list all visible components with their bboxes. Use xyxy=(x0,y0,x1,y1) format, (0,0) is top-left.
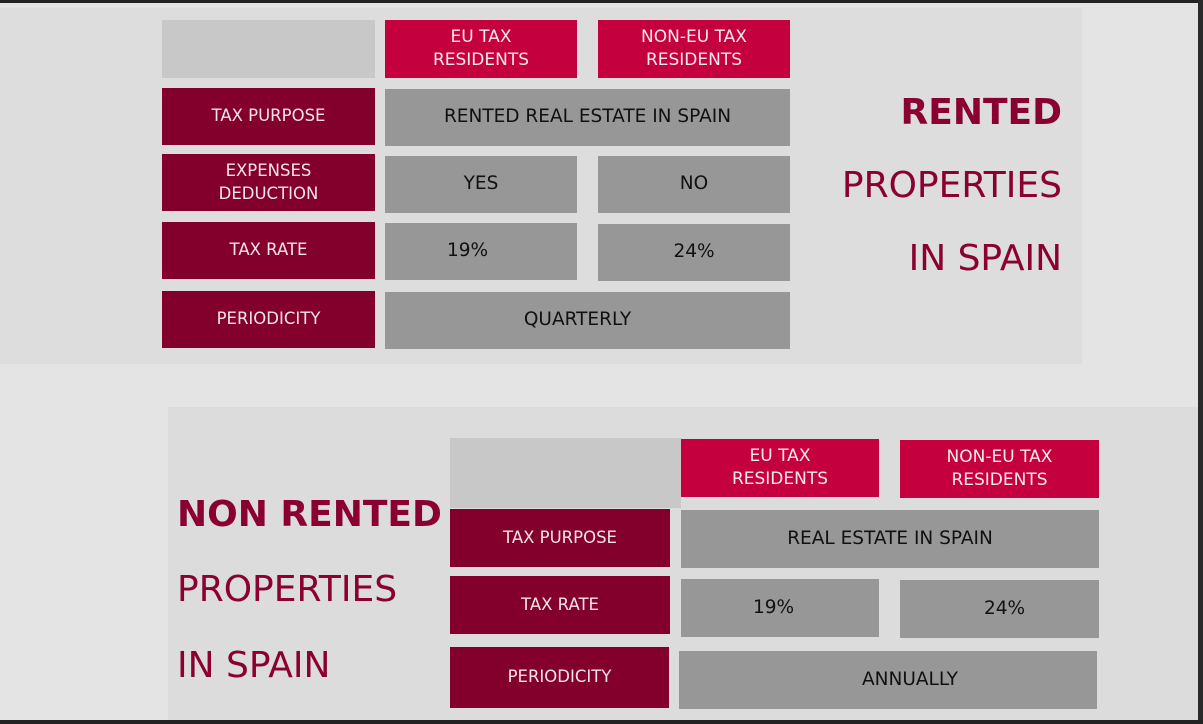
row-header-periodicity: PERIODICITY xyxy=(162,291,375,348)
tax-rate-eu-value: 19% xyxy=(385,223,577,280)
row-header-tax-purpose: TAX PURPOSE xyxy=(450,509,670,567)
tax-purpose-value: REAL ESTATE IN SPAIN xyxy=(681,510,1099,568)
bottom-border xyxy=(0,720,1203,724)
title-line-3: IN SPAIN xyxy=(908,238,1062,279)
column-header-eu: EU TAX RESIDENTS xyxy=(385,20,577,78)
title-line-3: IN SPAIN xyxy=(177,645,331,686)
periodicity-value: ANNUALLY xyxy=(679,651,1097,709)
tax-rate-non-eu-value: 24% xyxy=(900,580,1099,638)
tax-rate-non-eu-value: 24% xyxy=(598,224,790,281)
expenses-deduction-eu-value: YES xyxy=(385,156,577,213)
table-corner xyxy=(450,438,681,508)
tax-purpose-value: RENTED REAL ESTATE IN SPAIN xyxy=(385,89,790,146)
title-line-1: RENTED xyxy=(900,92,1062,133)
tax-rate-eu-value: 19% xyxy=(681,579,879,637)
row-header-tax-purpose: TAX PURPOSE xyxy=(162,88,375,145)
row-header-tax-rate: TAX RATE xyxy=(162,222,375,279)
title-line-1: NON RENTED xyxy=(177,494,442,535)
row-header-expenses-deduction: EXPENSES DEDUCTION xyxy=(162,154,375,211)
table-corner xyxy=(162,20,375,78)
right-border xyxy=(1198,0,1203,724)
periodicity-value: QUARTERLY xyxy=(385,292,790,349)
column-header-eu: EU TAX RESIDENTS xyxy=(681,439,879,497)
expenses-deduction-non-eu-value: NO xyxy=(598,156,790,213)
top-border xyxy=(0,0,1203,3)
title-line-2: PROPERTIES xyxy=(177,569,398,610)
title-line-2: PROPERTIES xyxy=(841,165,1062,206)
row-header-periodicity: PERIODICITY xyxy=(450,647,669,708)
row-header-tax-rate: TAX RATE xyxy=(450,576,670,634)
column-header-non-eu: NON-EU TAX RESIDENTS xyxy=(900,440,1099,498)
column-header-non-eu: NON-EU TAX RESIDENTS xyxy=(598,20,790,78)
